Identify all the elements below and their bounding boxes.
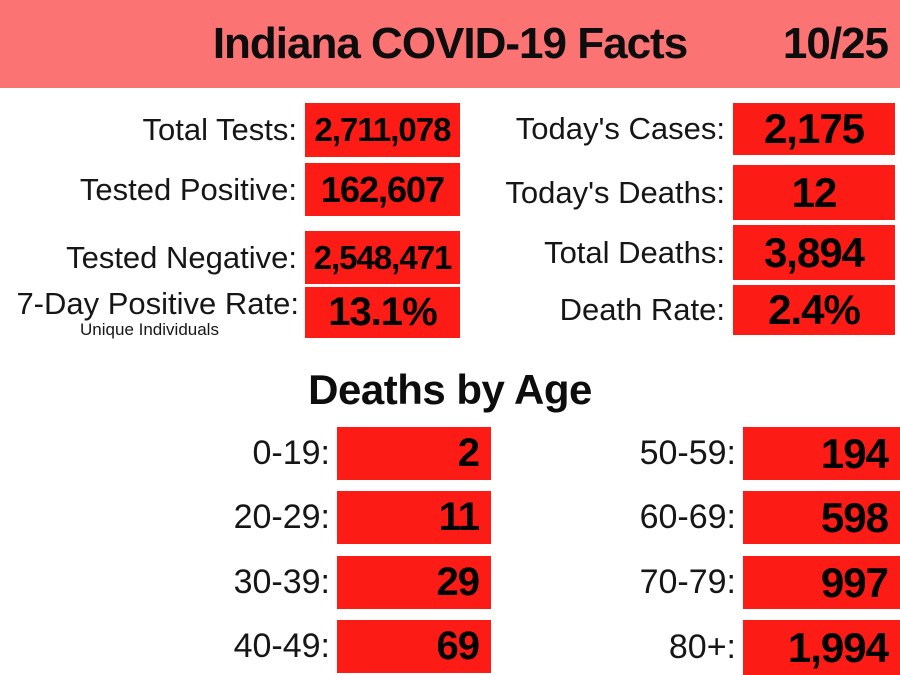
age-value: 29 bbox=[436, 560, 480, 604]
stat-value-box: 3,894 bbox=[733, 225, 895, 280]
age-value-box: 11 bbox=[337, 491, 491, 544]
age-label: 70-79: bbox=[639, 563, 736, 601]
report-date: 10/25 bbox=[782, 19, 889, 68]
age-label: 40-49: bbox=[233, 627, 330, 665]
age-value-box: 29 bbox=[337, 556, 491, 609]
stat-value-box: 2.4% bbox=[733, 285, 895, 335]
age-value: 997 bbox=[820, 558, 889, 606]
age-value-box: 194 bbox=[743, 427, 900, 480]
stat-value: 162,607 bbox=[320, 168, 445, 210]
deaths-by-age-title: Deaths by Age bbox=[308, 366, 592, 413]
page-title: Indiana COVID-19 Facts bbox=[212, 19, 688, 68]
stat-value-box: 12 bbox=[733, 165, 895, 220]
stat-value: 2,548,471 bbox=[313, 238, 453, 276]
age-value: 2 bbox=[457, 431, 480, 475]
stat-value: 3,894 bbox=[763, 228, 865, 276]
stat-row-todays-deaths: Today's Deaths: 12 bbox=[440, 165, 895, 220]
stat-row-todays-cases: Today's Cases: 2,175 bbox=[440, 103, 895, 155]
header-banner: Indiana COVID-19 Facts 10/25 bbox=[0, 0, 900, 88]
stat-label: Tested Positive: bbox=[79, 171, 297, 207]
age-value: 194 bbox=[820, 429, 889, 477]
stat-value-box: 2,711,078 bbox=[305, 103, 460, 157]
age-row-80-plus: 80+: 1,994 bbox=[450, 620, 900, 675]
age-row-50-59: 50-59: 194 bbox=[450, 427, 900, 480]
stat-value: 12 bbox=[791, 168, 838, 216]
stat-label: Today's Cases: bbox=[515, 111, 725, 146]
age-label: 60-69: bbox=[639, 498, 736, 536]
stat-value: 2,711,078 bbox=[314, 111, 452, 148]
age-value-box: 69 bbox=[337, 620, 491, 673]
age-row-0-19: 0-19: 2 bbox=[0, 427, 491, 480]
age-value: 69 bbox=[436, 624, 480, 668]
age-value: 598 bbox=[820, 493, 889, 541]
age-row-60-69: 60-69: 598 bbox=[450, 491, 900, 544]
age-value-box: 2 bbox=[337, 427, 491, 480]
age-value: 11 bbox=[438, 495, 480, 539]
stat-row-tested-positive: Tested Positive: 162,607 bbox=[0, 163, 460, 216]
age-value-box: 598 bbox=[743, 491, 900, 544]
stat-value: 13.1% bbox=[328, 290, 437, 334]
unique-individuals-note: Unique Individuals bbox=[80, 319, 219, 339]
stat-row-tested-negative: Tested Negative: 2,548,471 bbox=[0, 231, 460, 284]
stat-label: Today's Deaths: bbox=[505, 174, 725, 210]
age-label: 0-19: bbox=[252, 434, 331, 472]
age-value-box: 997 bbox=[743, 556, 900, 609]
age-value: 1,994 bbox=[787, 623, 889, 671]
stat-value: 2,175 bbox=[763, 105, 865, 152]
stat-label-stack: 7-Day Positive Rate: Unique Individuals bbox=[0, 286, 305, 340]
stat-row-total-deaths: Total Deaths: 3,894 bbox=[440, 225, 895, 280]
age-label: 20-29: bbox=[233, 498, 330, 536]
stat-label: Total Tests: bbox=[142, 112, 297, 147]
stat-value-box: 162,607 bbox=[305, 163, 460, 216]
age-label: 50-59: bbox=[639, 434, 736, 472]
age-value-box: 1,994 bbox=[743, 620, 900, 675]
stat-label: Tested Negative: bbox=[66, 239, 297, 275]
age-row-70-79: 70-79: 997 bbox=[450, 556, 900, 609]
stat-label: Death Rate: bbox=[559, 292, 725, 327]
stat-value-box: 2,175 bbox=[733, 103, 895, 155]
stat-row-positive-rate: 7-Day Positive Rate: Unique Individuals … bbox=[0, 286, 460, 340]
stat-label: 7-Day Positive Rate: bbox=[16, 285, 299, 321]
stat-value-box: 13.1% bbox=[305, 287, 460, 338]
age-label: 80+: bbox=[668, 628, 736, 666]
age-label: 30-39: bbox=[233, 563, 330, 601]
age-row-20-29: 20-29: 11 bbox=[0, 491, 491, 544]
stat-value-box: 2,548,471 bbox=[305, 231, 460, 284]
stat-row-total-tests: Total Tests: 2,711,078 bbox=[0, 103, 460, 157]
stat-row-death-rate: Death Rate: 2.4% bbox=[440, 285, 895, 335]
age-row-30-39: 30-39: 29 bbox=[0, 556, 491, 609]
age-row-40-49: 40-49: 69 bbox=[0, 620, 491, 673]
stat-label: Total Deaths: bbox=[544, 234, 725, 270]
stat-value: 2.4% bbox=[768, 286, 861, 333]
